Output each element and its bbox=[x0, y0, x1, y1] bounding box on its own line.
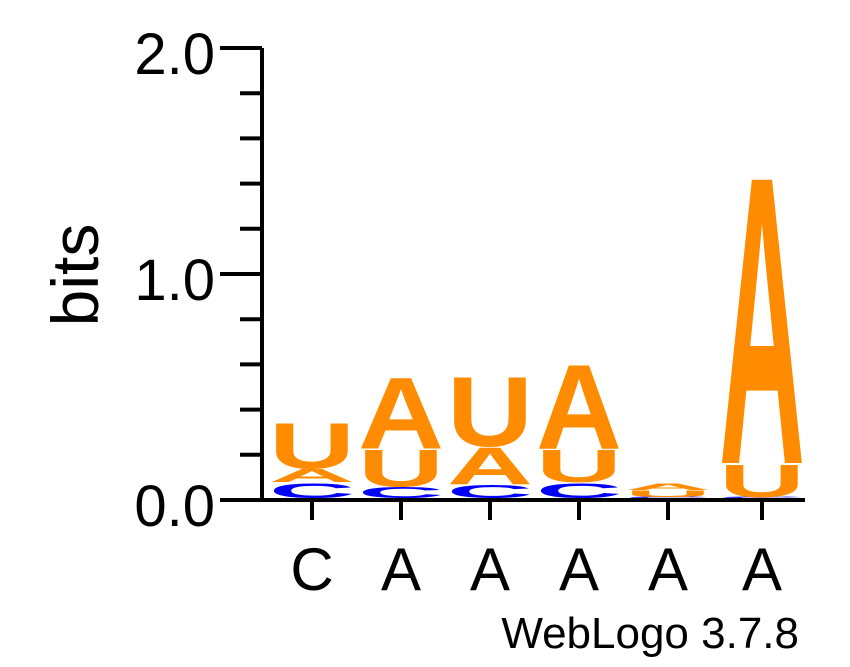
svg-text:C: C bbox=[625, 497, 711, 499]
stack-letter-a: A bbox=[719, 92, 805, 551]
stack-letter-a: A bbox=[358, 356, 444, 470]
stack-letter-a: A bbox=[536, 340, 622, 475]
stack-letter-a: A bbox=[447, 437, 533, 496]
svg-text:U: U bbox=[536, 441, 622, 493]
stack-letter-c: C bbox=[447, 481, 533, 502]
y-tick-label-1: 1.0 bbox=[134, 248, 215, 313]
stack-letter-u: U bbox=[625, 489, 711, 499]
y-axis-title: bits bbox=[38, 224, 112, 327]
position-label-2: A bbox=[381, 536, 421, 603]
svg-text:A: A bbox=[719, 92, 805, 551]
svg-text:A: A bbox=[447, 437, 533, 496]
stack-letter-u: U bbox=[719, 455, 805, 507]
svg-text:U: U bbox=[625, 489, 711, 499]
position-label-6: A bbox=[742, 536, 782, 603]
position-label-5: A bbox=[648, 536, 688, 603]
y-tick-label-0: 0.0 bbox=[134, 474, 215, 539]
stack-letter-a: A bbox=[269, 466, 355, 487]
stack-letter-c: C bbox=[719, 497, 805, 499]
weblogo-credit: WebLogo 3.7.8 bbox=[501, 609, 799, 658]
stack-letter-c: C bbox=[269, 479, 355, 503]
svg-text:U: U bbox=[447, 357, 533, 467]
stack-letter-c: C bbox=[358, 484, 444, 501]
position-label-1: C bbox=[290, 536, 333, 603]
y-axis-ticks bbox=[220, 46, 262, 502]
svg-text:C: C bbox=[536, 479, 622, 503]
svg-text:U: U bbox=[269, 410, 355, 483]
position-label-4: A bbox=[559, 536, 599, 603]
x-axis-ticks bbox=[310, 500, 764, 520]
svg-text:C: C bbox=[719, 497, 805, 499]
svg-text:A: A bbox=[269, 466, 355, 487]
stack-letter-u: U bbox=[536, 441, 622, 493]
svg-text:U: U bbox=[719, 455, 805, 507]
y-tick-label-2: 2.0 bbox=[134, 22, 215, 87]
svg-text:A: A bbox=[625, 482, 711, 492]
svg-text:C: C bbox=[447, 481, 533, 502]
position-label-3: A bbox=[470, 536, 510, 603]
svg-text:U: U bbox=[358, 439, 444, 498]
svg-text:A: A bbox=[536, 340, 622, 475]
stack-letter-u: U bbox=[447, 357, 533, 467]
stack-letter-a: A bbox=[625, 482, 711, 492]
svg-text:A: A bbox=[358, 356, 444, 470]
stack-letter-c: C bbox=[625, 497, 711, 499]
stack-letter-u: U bbox=[358, 439, 444, 498]
stack-letter-c: C bbox=[536, 479, 622, 503]
svg-text:C: C bbox=[358, 484, 444, 501]
svg-text:C: C bbox=[269, 479, 355, 503]
stack-letter-u: U bbox=[269, 410, 355, 483]
